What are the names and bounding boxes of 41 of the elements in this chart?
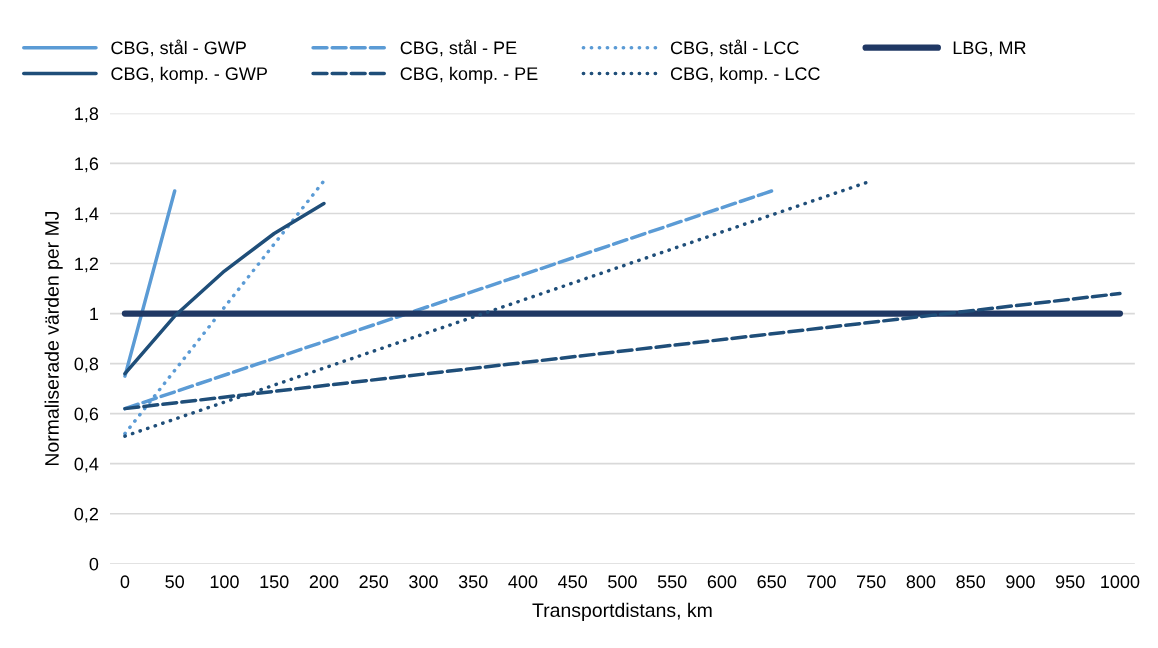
x-tick-label: 700 xyxy=(807,575,836,589)
y-tick-label: 1 xyxy=(90,307,99,321)
legend-label: CBG, stål - PE xyxy=(400,39,517,57)
x-axis-title: Transportdistans, km xyxy=(532,602,712,621)
x-tick-label: 400 xyxy=(508,575,538,589)
y-axis-title: Normaliserade värden per MJ xyxy=(44,211,63,466)
x-tick-label: 100 xyxy=(210,575,239,589)
legend-label: CBG, komp. - PE xyxy=(400,66,538,84)
x-tick-label: 500 xyxy=(608,575,637,589)
x-tick-label: 550 xyxy=(657,575,687,589)
x-tick-label: 950 xyxy=(1055,575,1085,589)
x-tick-label: 1000 xyxy=(1101,575,1140,589)
x-tick-label: 150 xyxy=(260,575,289,589)
y-tick-label: 1,6 xyxy=(75,157,99,173)
y-tick-label: 1,8 xyxy=(75,107,99,123)
x-tick-label: 900 xyxy=(1006,575,1035,589)
x-tick-label: 250 xyxy=(359,575,389,589)
y-tick-label: 0,4 xyxy=(74,457,99,473)
x-tick-label: 50 xyxy=(165,575,185,589)
x-tick-label: 0 xyxy=(120,575,130,589)
y-tick-label: 0,8 xyxy=(74,357,99,373)
x-tick-label: 750 xyxy=(857,575,886,589)
y-tick-label: 0 xyxy=(89,557,99,571)
line-series xyxy=(123,201,326,376)
x-tick-label: 800 xyxy=(906,575,936,589)
x-tick-label: 650 xyxy=(757,575,787,589)
legend-label: CBG, stål - GWP xyxy=(111,39,246,57)
x-tick-label: 200 xyxy=(309,575,339,589)
y-tick-label: 1,4 xyxy=(75,207,99,223)
y-tick-label: 0,6 xyxy=(74,407,99,423)
x-tick-label: 600 xyxy=(707,575,737,589)
x-tick-label: 850 xyxy=(956,575,986,589)
legend-label: CBG, komp. - GWP xyxy=(111,66,267,84)
x-tick-label: 350 xyxy=(458,575,488,589)
y-tick-label: 1,2 xyxy=(75,257,98,273)
y-tick-label: 0,2 xyxy=(74,507,98,523)
legend-label: LBG, MR xyxy=(953,41,1026,57)
x-tick-label: 300 xyxy=(409,575,438,589)
legend-label: CBG, stål - LCC xyxy=(670,39,799,57)
legend-label: CBG, komp. - LCC xyxy=(670,66,820,84)
x-tick-label: 450 xyxy=(558,575,588,589)
